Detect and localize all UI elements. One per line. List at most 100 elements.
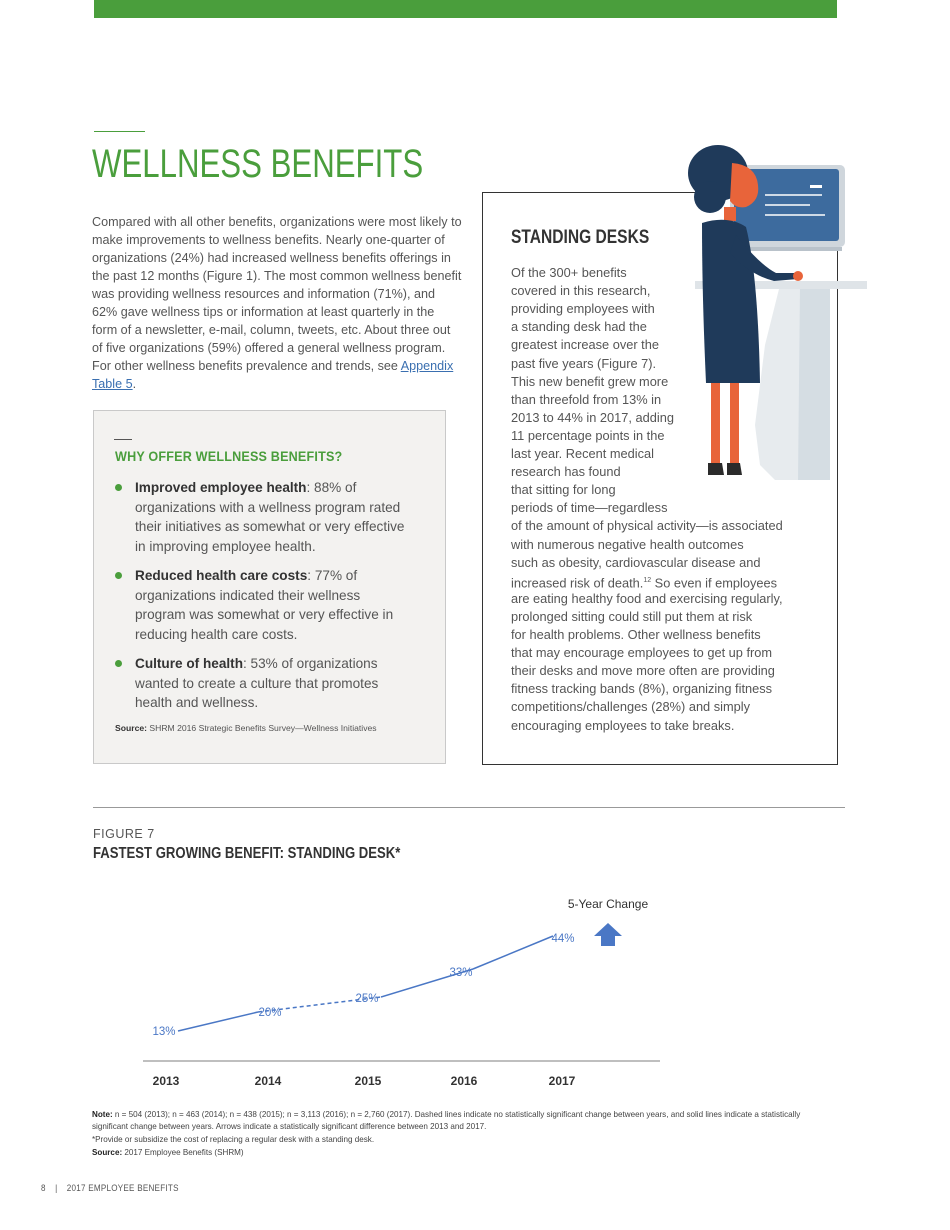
- standing-desks-line: a standing desk had the: [511, 319, 647, 335]
- hair-bun: [694, 181, 726, 213]
- standing-desks-line: such as obesity, cardiovascular disease …: [511, 554, 761, 570]
- standing-desks-line: 2013 to 44% in 2017, adding: [511, 409, 674, 425]
- page-footer: 8 | 2017 EMPLOYEE BENEFITS: [41, 1183, 179, 1194]
- why-item-heading: Culture of health: [135, 656, 243, 671]
- x-tick-label: 2016: [451, 1074, 478, 1088]
- standing-desks-line: This new benefit grew more: [511, 373, 669, 389]
- figure-note: Note: n = 504 (2013); n = 463 (2014); n …: [92, 1109, 812, 1133]
- why-list-item: Reduced health care costs: 77% of organi…: [114, 566, 414, 644]
- standing-desks-line: increased risk of death.12 So even if em…: [511, 574, 778, 590]
- data-label: 13%: [152, 1026, 175, 1038]
- intro-text: Compared with all other benefits, organi…: [92, 215, 462, 373]
- standing-desks-line: with numerous negative health outcomes: [511, 536, 744, 552]
- header-accent-bar: [94, 0, 837, 18]
- figure-source-label: Source:: [92, 1148, 123, 1157]
- standing-desks-line: 11 percentage points in the: [511, 427, 665, 443]
- data-label: 20%: [258, 1007, 281, 1019]
- standing-desks-line: providing employees with: [511, 301, 655, 317]
- why-box-rule: [114, 439, 132, 440]
- bullet-icon: [115, 572, 122, 579]
- note-text: n = 504 (2013); n = 463 (2014); n = 438 …: [92, 1110, 801, 1131]
- intro-paragraph: Compared with all other benefits, organi…: [92, 213, 462, 393]
- why-list-item: Culture of health: 53% of organizations …: [114, 654, 414, 713]
- title-rule: [94, 131, 145, 132]
- leg-right: [730, 383, 739, 463]
- why-item-text: : 88% of organizations with a wellness p…: [135, 480, 405, 554]
- standing-desks-line: than threefold from 13% in: [511, 391, 662, 407]
- appendix-link[interactable]: Appendix Table 5: [92, 359, 454, 391]
- hand: [793, 271, 803, 281]
- standing-desks-line: that sitting for long: [511, 482, 616, 498]
- standing-desk-illustration: [688, 145, 867, 480]
- standing-desks-line: Of the 300+ benefits: [511, 265, 627, 280]
- desk-stand-shade: [798, 285, 830, 480]
- figure-title: FASTEST GROWING BENEFIT: STANDING DESK*: [93, 845, 401, 862]
- page-title: WELLNESS BENEFITS: [92, 142, 424, 186]
- neck: [724, 207, 736, 221]
- x-tick-label: 2017: [549, 1074, 576, 1088]
- arm: [730, 235, 798, 281]
- bullet-icon: [115, 660, 122, 667]
- standing-desks-line: past five years (Figure 7).: [511, 355, 657, 371]
- bullet-icon: [115, 484, 122, 491]
- figure-label: FIGURE 7: [93, 827, 155, 841]
- figure-rule: [93, 807, 845, 808]
- data-label: 33%: [449, 967, 472, 979]
- why-offer-box: [93, 410, 446, 764]
- monitor-base: [732, 247, 842, 251]
- chart-marks: 13% 20% 25% 33% 44% 2013 2014 2015 2016 2017: [143, 933, 660, 1088]
- page-number: 8: [41, 1183, 46, 1194]
- figure-source: Source: 2017 Employee Benefits (SHRM): [92, 1147, 812, 1159]
- desk-top: [695, 281, 867, 289]
- footer-separator: |: [55, 1183, 58, 1194]
- x-tick-label: 2013: [153, 1074, 180, 1088]
- why-list-item: Improved employee health: 88% of organiz…: [114, 478, 414, 556]
- standing-desks-line-tail: So even if employees: [651, 574, 778, 590]
- x-tick-label: 2014: [255, 1074, 282, 1088]
- standing-desks-line: encouraging employees to take breaks.: [511, 717, 735, 733]
- standing-desks-title: STANDING DESKS: [511, 227, 650, 248]
- footer-publication: 2017 EMPLOYEE BENEFITS: [66, 1183, 179, 1194]
- figure-source-text: 2017 Employee Benefits (SHRM): [122, 1148, 244, 1157]
- footnote-ref: 12: [643, 576, 652, 584]
- why-box-source: Source: SHRM 2016 Strategic Benefits Sur…: [115, 723, 377, 733]
- source-label: Source:: [115, 723, 147, 733]
- increase-arrow-icon: [594, 923, 622, 946]
- standing-desks-line: greatest increase over the: [511, 337, 659, 353]
- why-item-heading: Improved employee health: [135, 480, 307, 495]
- why-box-title: WHY OFFER WELLNESS BENEFITS?: [115, 448, 343, 464]
- standing-desks-line: research has found: [511, 464, 621, 480]
- series-segment: [472, 935, 554, 970]
- why-list: Improved employee health: 88% of organiz…: [114, 478, 414, 723]
- standing-desks-line: prolonged sitting could still put them a…: [511, 608, 753, 624]
- leg-left: [711, 383, 720, 463]
- face: [730, 163, 759, 208]
- standing-desks-line: periods of time—regardless: [511, 500, 668, 516]
- why-item-heading: Reduced health care costs: [135, 568, 308, 583]
- figure-asterisk-note: *Provide or subsidize the cost of replac…: [92, 1135, 375, 1144]
- data-label: 25%: [355, 993, 378, 1005]
- screen-dots: [810, 185, 822, 188]
- standing-desks-line: are eating healthy food and exercising r…: [511, 590, 783, 606]
- series-segment: [380, 968, 474, 998]
- standing-desks-line: of the amount of physical activity—is as…: [511, 518, 783, 534]
- why-item-text: : 77% of organizations indicated their w…: [135, 568, 394, 642]
- source-text: SHRM 2016 Strategic Benefits Survey—Well…: [147, 723, 377, 733]
- standing-desks-line: competitions/challenges (28%) and simply: [511, 699, 750, 715]
- intro-end: .: [132, 377, 137, 391]
- standing-desks-line: that may encourage employees to get up f…: [511, 645, 773, 661]
- shoe-right: [727, 463, 742, 475]
- shoe-left: [708, 463, 724, 475]
- note-label: Note:: [92, 1110, 113, 1119]
- standing-desks-line: last year. Recent medical: [511, 446, 654, 461]
- data-label: 44%: [551, 933, 574, 945]
- standing-desks-line: fitness tracking bands (8%), organizing …: [511, 681, 773, 697]
- standing-desks-line: their desks and move more often are prov…: [511, 663, 775, 679]
- change-label: 5-Year Change: [568, 897, 649, 911]
- why-item-text: : 53% of organizations wanted to create …: [135, 656, 379, 710]
- standing-desk-line-chart: 13% 20% 25% 33% 44% 2013 2014 2015 2016 2017 5-Ye…: [143, 897, 660, 1088]
- series-segment: [177, 1011, 259, 1032]
- standing-desks-line: for health problems. Other wellness bene…: [511, 627, 761, 642]
- x-tick-label: 2015: [355, 1074, 382, 1088]
- standing-desks-line: covered in this research,: [511, 283, 651, 299]
